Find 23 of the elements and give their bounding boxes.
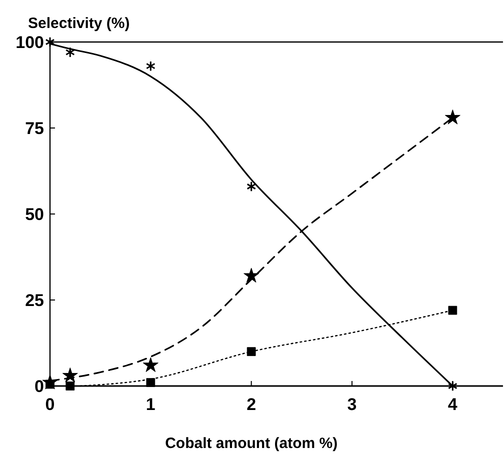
y-tick-label: 75 xyxy=(25,118,44,138)
y-axis-title: Selectivity (%) xyxy=(28,15,130,32)
y-tick-label: 100 xyxy=(16,32,44,52)
x-axis-title: Cobalt amount (atom %) xyxy=(165,435,338,452)
point xyxy=(146,60,156,72)
y-tick-label: 25 xyxy=(25,290,44,310)
point xyxy=(444,110,460,124)
point xyxy=(448,380,458,392)
point xyxy=(246,347,256,356)
point xyxy=(244,268,260,283)
point xyxy=(448,306,458,315)
x-tick-label: 3 xyxy=(347,395,357,414)
x-tick-label: 4 xyxy=(448,395,458,414)
x-tick-label: 1 xyxy=(146,395,156,414)
point xyxy=(142,357,158,372)
point xyxy=(65,46,75,58)
y-tick-label: 50 xyxy=(25,204,44,224)
y-tick-label: 0 xyxy=(34,376,44,396)
point xyxy=(146,378,156,387)
point xyxy=(66,382,75,390)
point xyxy=(62,368,78,382)
x-tick-label: 2 xyxy=(246,395,256,414)
point xyxy=(246,181,256,192)
